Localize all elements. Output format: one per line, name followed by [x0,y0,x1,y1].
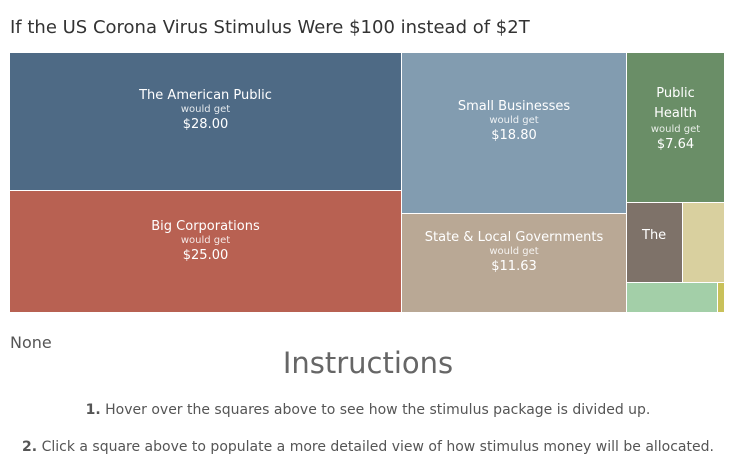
tile-value: $7.64 [656,136,695,152]
chart-title: If the US Corona Virus Stimulus Were $10… [10,17,530,38]
tile-text: The American Public would get $28.00 [10,88,401,133]
treemap-tile-small-yellow[interactable] [718,283,725,313]
tile-label: The [642,228,667,243]
none-label: None [10,333,52,352]
instruction-step-1-number: 1. [85,402,101,418]
treemap-tile-small-green[interactable] [627,283,718,313]
instruction-step-2: 2. Click a square above to populate a mo… [0,439,736,455]
tile-label: The American Public [139,88,272,103]
instruction-step-1-text: Hover over the squares above to see how … [105,402,651,418]
tile-sublabel: would get [180,104,231,116]
tile-value: $11.63 [491,258,537,274]
instruction-step-2-number: 2. [22,439,38,455]
tile-label: Public Health [654,86,697,122]
tile-text: The [642,228,682,244]
instruction-step-1: 1. Hover over the squares above to see h… [0,402,736,418]
treemap-tile-state-local-governments[interactable]: State & Local Governments would get $11.63 [402,214,627,313]
tile-text: Big Corporations would get $25.00 [10,219,401,264]
tile-value: $18.80 [491,127,537,143]
tile-label: Big Corporations [151,219,260,234]
tile-text: Public Health would get $7.64 [627,84,724,153]
treemap-tile-the[interactable]: The [627,203,683,283]
tile-value: $28.00 [182,116,229,132]
tile-value: $25.00 [182,247,229,263]
instruction-step-2-text: Click a square above to populate a more … [41,439,714,455]
tile-label: State & Local Governments [424,230,604,245]
treemap: The American Public would get $28.00 Big Co… [10,53,725,313]
treemap-tile-small-tan[interactable] [683,203,725,283]
instructions-title: Instructions [282,346,454,380]
treemap-tile-small-businesses[interactable]: Small Businesses would get $18.80 [402,53,627,214]
treemap-tile-big-corporations[interactable]: Big Corporations would get $25.00 [10,191,402,313]
tile-text: Small Businesses would get $18.80 [402,99,626,144]
tile-text: State & Local Governments would get $11.63 [402,230,626,275]
tile-sublabel: would get [489,246,539,258]
tile-label: Small Businesses [457,99,571,114]
tile-sublabel: would get [180,235,231,247]
tile-sublabel: would get [650,124,701,136]
tile-sublabel: would get [489,115,539,127]
treemap-tile-public-health[interactable]: Public Health would get $7.64 [627,53,725,203]
treemap-tile-american-public[interactable]: The American Public would get $28.00 [10,53,402,191]
